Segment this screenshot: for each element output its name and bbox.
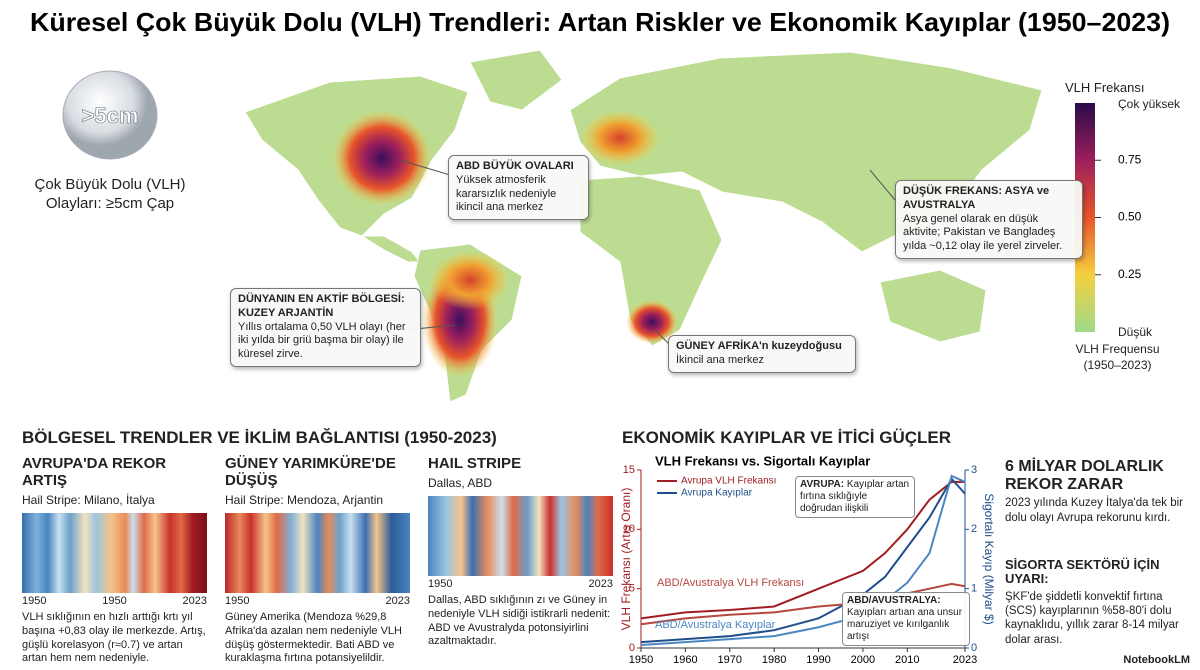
stripe-axis-label: 1950 (22, 595, 47, 607)
stat-title: SİGORTA SEKTÖRÜ İÇİN UYARI: (1005, 557, 1160, 587)
economic-title: EKONOMİK KAYIPLAR VE İTİCİ GÜÇLER (622, 428, 952, 447)
stat-text: ŞKF'de şiddetli konvektif fırtına (SCS) … (1005, 590, 1179, 646)
panel-subtitle: Hail Stripe: Mendoza, Arjantin (225, 493, 384, 507)
stripe-axis: 1950 2023 (428, 578, 613, 590)
y2-tick-label: 3 (971, 464, 977, 476)
x-tick-label: 2023 (953, 654, 977, 666)
series-label: ABD/Avustralya Kayıplar (655, 619, 776, 631)
annotation-text: Kayıplar artan fırtına sıklığıyle doğrud… (800, 479, 910, 514)
callout-text: İkincil ana merkez (676, 353, 765, 366)
stripe-axis-label: 2023 (385, 595, 410, 607)
y2-tick-label: 2 (971, 523, 977, 535)
stripe-axis-label: 2023 (588, 578, 613, 590)
colorbar-title: VLH Frekansı (1065, 80, 1145, 95)
regional-title: BÖLGESEL TRENDLER VE İKLİM BAĞLANTISI (1… (22, 428, 497, 447)
x-tick-label: 2010 (895, 654, 919, 666)
x-tick-label: 1960 (673, 654, 697, 666)
stat-block: 6 MİLYAR DOLARLIK REKOR ZARAR 2023 yılınd… (1005, 458, 1193, 525)
y-tick-label: 15 (623, 464, 635, 476)
panel-subtitle: Hail Stripe: Milano, İtalya (22, 493, 155, 507)
colorbar (1075, 103, 1095, 332)
page-title: Küresel Çok Büyük Dolu (VLH) Trendleri: … (30, 7, 1170, 37)
hail-stripe (225, 513, 410, 593)
map-callout: DÜŞÜK FREKANS: ASYA ve AVUSTRALYA Asya ge… (895, 180, 1083, 259)
panel-title: HAIL STRIPE (428, 455, 522, 472)
leader-lines (399, 159, 896, 346)
y-tick-label: 0 (629, 642, 635, 654)
map-callout: GÜNEY AFRİKA'n kuzeydoğusu İkincil ana me… (668, 335, 856, 373)
map-callout: DÜNYANIN EN AKTİF BÖLGESİ: KUZEY ARJANTİ… (230, 288, 421, 367)
callout-title: GÜNEY AFRİKA'n kuzeydoğusu (676, 340, 842, 352)
colorbar-bottom-label: Düşük (1118, 325, 1153, 339)
callout-title: DÜŞÜK FREKANS: ASYA ve AVUSTRALYA (903, 185, 1050, 211)
colorbar-tick-label: 0.50 (1118, 210, 1142, 224)
chart-annotation: ABD/AVUSTRALYA: Kayıpları artıan ana uns… (842, 592, 970, 646)
annotation-title: AVRUPA: (800, 479, 845, 490)
callout-title: ABD BÜYÜK OVALARI (456, 160, 574, 172)
hail-stripe (22, 513, 207, 593)
callout-title: DÜNYANIN EN AKTİF BÖLGESİ: KUZEY ARJANTİ… (238, 293, 405, 319)
y-axis-title: VLH Frekansı (Artış Oranı) (619, 488, 633, 631)
stripe-axis-label: 1950 (428, 578, 453, 590)
hotspots (332, 110, 678, 378)
y2-tick-label: 1 (971, 583, 977, 595)
hail-icon (62, 70, 158, 160)
annotation-title: ABD/AVUSTRALYA: (847, 595, 941, 606)
x-tick-label: 1970 (718, 654, 742, 666)
x-tick-label: 1950 (629, 654, 653, 666)
colorbar-caption: VLH Frequensu (1950–2023) (1075, 342, 1160, 372)
panel-text: Güney Amerika (Mendoza %29,8 Afrika'da a… (225, 611, 402, 665)
regional-panel: AVRUPA'DA REKOR ARTIŞ Hail Stripe: Milano… (22, 455, 207, 666)
legend-label: Avrupa VLH Frekansı (681, 476, 776, 487)
y2-tick-label: 0 (971, 642, 977, 654)
legend-label: Avrupa Kayıplar (681, 488, 753, 499)
stripe-axis-label: 2023 (182, 595, 207, 607)
hail-stripe (428, 496, 613, 576)
stripe-axis-label: 1950 (225, 595, 250, 607)
panel-text: Dallas, ABD sıklığının zı ve Güney in ne… (428, 594, 611, 648)
callout-text: Yüksek atmosferik kararsızlık nedeniyle … (456, 173, 557, 214)
x-tick-label: 1990 (806, 654, 830, 666)
panel-title: AVRUPA'DA REKOR ARTIŞ (22, 455, 167, 489)
stripe-axis-label: 1950 (102, 595, 127, 607)
chart-annotation: AVRUPA: Kayıplar artan fırtına sıklığıyl… (795, 476, 915, 518)
stat-block: SİGORTA SEKTÖRÜ İÇİN UYARI: ŞKF'de şiddet… (1005, 557, 1193, 647)
panel-text: VLH sıklığının en hızlı arttığı krtı yıl… (22, 611, 206, 665)
map-callout: ABD BÜYÜK OVALARI Yüksek atmosferik karar… (448, 155, 589, 220)
colorbar-top-label: Çok yüksek (1118, 97, 1181, 111)
chart-title: VLH Frekansı vs. Sigortalı Kayıplar (655, 453, 870, 468)
stat-title: 6 MİLYAR DOLARLIK REKOR ZARAR (1005, 458, 1164, 493)
x-tick-label: 1980 (762, 654, 786, 666)
annotation-text: Kayıpları artıan ana unsur maruziyet ve … (847, 607, 963, 642)
callout-text: Yıllıs ortalama 0,50 VLH olayı (her iki … (238, 320, 406, 361)
x-tick-label: 2000 (851, 654, 875, 666)
regional-panel: GÜNEY YARIMKÜRE'DE DÜŞÜŞ Hail Stripe: Men… (225, 455, 410, 666)
panel-subtitle: Dallas, ABD (428, 476, 493, 490)
footer: NotebookLM (1123, 654, 1190, 666)
stripe-axis: 1950 1950 2023 (22, 595, 207, 607)
stripe-axis: 1950 2023 (225, 595, 410, 607)
series-line (640, 480, 965, 620)
regional-panel: HAIL STRIPE Dallas, ABD 1950 2023 Dallas, AB… (428, 455, 613, 649)
series-label: ABD/Avustralya VLH Frekansı (657, 577, 804, 589)
y-tick-label: 5 (629, 583, 635, 595)
callout-text: Asya genel olarak en düşük aktivite; Pak… (903, 212, 1063, 253)
y2-axis-title: Sigortalı Kayıp (Milyar $) (982, 493, 996, 624)
y-tick-label: 10 (623, 523, 635, 535)
colorbar-tick-label: 0.75 (1118, 152, 1142, 166)
panel-title: GÜNEY YARIMKÜRE'DE DÜŞÜŞ (225, 455, 396, 489)
hail-label: >5cm (82, 103, 139, 128)
hail-caption: Çok Büyük Dolu (VLH) Olayları: ≥5cm Çap (34, 176, 186, 212)
stat-text: 2023 yılında Kuzey İtalya'da tek bir dol… (1005, 497, 1183, 524)
colorbar-tick-label: 0.25 (1118, 267, 1142, 281)
